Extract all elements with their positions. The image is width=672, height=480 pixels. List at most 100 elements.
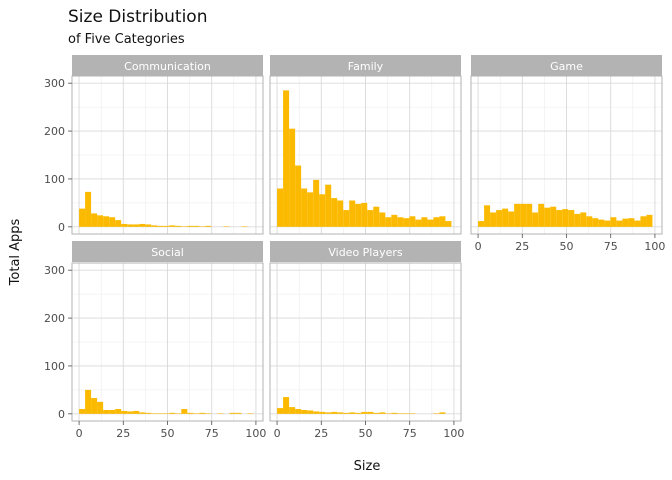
histogram-bar: [217, 413, 224, 414]
histogram-bar: [646, 214, 653, 227]
facet-video-players: Video Players 0 25 50 75 100: [269, 241, 464, 440]
histogram-bar: [532, 212, 539, 227]
histogram-bar: [331, 198, 338, 227]
histogram-bar: [163, 413, 170, 414]
histogram-bar: [115, 220, 122, 227]
histogram-bar: [604, 220, 611, 227]
histogram-bar: [397, 413, 404, 414]
histogram-bar: [289, 128, 296, 227]
strip-background: [72, 55, 263, 76]
histogram-bar: [133, 410, 140, 414]
facet-social: Social 0 100 200 300 0 25 50 75 100: [44, 241, 266, 440]
histogram-bar: [367, 210, 374, 227]
histogram-bar: [223, 226, 230, 227]
strip-background: [270, 55, 461, 76]
histogram-bar: [403, 413, 410, 414]
histogram-bar: [85, 389, 92, 414]
histogram-bar: [145, 412, 152, 414]
histogram-bar: [391, 214, 398, 227]
histogram-bar: [433, 217, 440, 227]
histogram-bar: [331, 411, 338, 414]
histogram-bar: [568, 210, 575, 227]
y-tick-label: 300: [44, 77, 65, 90]
histogram-bar: [520, 203, 527, 227]
y-tick-label: 0: [58, 408, 65, 421]
histogram-bar: [379, 412, 386, 414]
histogram-bar: [283, 397, 290, 414]
histogram-bar: [427, 219, 434, 227]
histogram-bar: [385, 413, 392, 414]
histogram-bar: [325, 184, 332, 227]
histogram-bar: [307, 410, 314, 414]
x-axis-title: Size: [354, 459, 381, 474]
histogram-bar: [247, 413, 254, 414]
histogram-bar: [307, 192, 314, 227]
histogram-bar: [361, 411, 368, 414]
histogram-bar: [634, 220, 641, 227]
histogram-bar: [415, 219, 422, 227]
strip-label: Communication: [124, 60, 211, 73]
histogram-bar: [319, 411, 326, 414]
histogram-bar: [484, 205, 491, 227]
histogram-bar: [295, 165, 302, 227]
histogram-bar: [592, 218, 599, 227]
histogram-bar: [181, 409, 188, 414]
histogram-bar: [169, 412, 176, 414]
x-tick-label: 75: [604, 240, 618, 253]
histogram-bar: [91, 213, 98, 227]
histogram-bar: [574, 213, 581, 227]
histogram-bar: [175, 413, 182, 414]
histogram-bar: [205, 225, 212, 227]
histogram-bar: [349, 412, 356, 414]
histogram-bar: [397, 217, 404, 227]
histogram-bar: [91, 398, 98, 414]
strip-background: [471, 55, 662, 76]
histogram-bar: [199, 226, 206, 227]
x-tick-label: 25: [116, 427, 130, 440]
histogram-bar: [169, 225, 176, 227]
histogram-bar: [622, 218, 629, 227]
histogram-bar: [175, 225, 182, 227]
histogram-bar: [205, 413, 212, 414]
x-tick-label: 75: [403, 427, 417, 440]
histogram-bar: [79, 208, 86, 227]
histogram-bar: [313, 179, 320, 227]
histogram-bar: [199, 412, 206, 414]
histogram-bar: [514, 203, 521, 227]
histogram-bar: [235, 412, 242, 414]
histogram-bar: [115, 409, 122, 414]
histogram-bar: [133, 224, 140, 227]
histogram-bar: [103, 216, 110, 227]
histogram-bar: [616, 220, 623, 227]
histogram-bar: [409, 216, 416, 227]
histogram-bar: [103, 409, 110, 414]
facet-family: Family: [269, 55, 462, 235]
histogram-bar: [355, 203, 362, 227]
histogram-bar: [379, 212, 386, 227]
histogram-bar: [478, 221, 485, 227]
histogram-bar: [439, 412, 446, 414]
histogram-bar: [361, 202, 368, 227]
strip-background: [270, 241, 461, 262]
histogram-bar: [85, 191, 92, 227]
x-tick-label: 25: [515, 240, 529, 253]
strip-label: Video Players: [328, 246, 403, 259]
histogram-bar: [610, 217, 617, 227]
strip-background: [72, 241, 263, 262]
histogram-bar: [79, 409, 86, 414]
histogram-bar: [121, 410, 128, 414]
chart-title: Size Distribution: [68, 7, 207, 27]
histogram-bar: [580, 212, 587, 227]
panel-border: [269, 75, 462, 235]
histogram-bar: [349, 200, 356, 227]
histogram-bar: [283, 90, 290, 227]
x-tick-label: 50: [161, 427, 175, 440]
strip-label: Family: [348, 60, 384, 73]
histogram-bar: [439, 216, 446, 227]
panel-border: [71, 75, 264, 235]
histogram-bar: [187, 225, 194, 227]
histogram-bar: [373, 412, 380, 414]
histogram-bar: [640, 216, 647, 227]
histogram-bar: [187, 412, 194, 414]
histogram-bar: [373, 206, 380, 227]
